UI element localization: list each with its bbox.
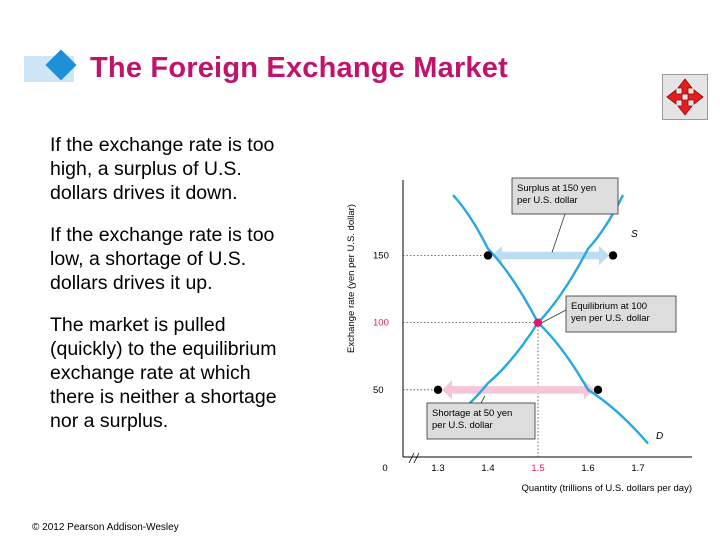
surplus-annotation (511, 177, 619, 215)
x-tick-label: 1.5 (531, 463, 544, 474)
data-point (608, 251, 618, 260)
data-point (593, 385, 603, 395)
shortage-annotation-text: per U.S. dollar (432, 420, 493, 431)
shortage-leader-line (480, 395, 486, 404)
y-tick-label: 100 (373, 318, 389, 329)
y-axis-label: Exchange rate (yen per U.S. dollar) (346, 204, 357, 353)
surplus-arrow (492, 245, 609, 266)
x-tick-label: 0 (382, 463, 387, 474)
bullet-list: If the exchange rate is too high, a surp… (50, 133, 350, 451)
equilibrium-point (533, 318, 543, 327)
equilibrium-annotation-text: Equilibrium at 100 (571, 301, 647, 312)
y-tick-label: 50 (373, 385, 384, 396)
surplus-leader-line (551, 213, 566, 253)
exchange-market-chart: 50 100 150 0 1.3 1.4 1.5 1.6 1.7 Quantity (trilli… (346, 177, 692, 494)
x-axis-label: Quantity (trillions of U.S. dollars per … (521, 483, 692, 494)
shortage-arrow (442, 380, 594, 400)
bullet-text: If the exchange rate is too low, a short… (50, 224, 275, 294)
slide-title: The Foreign Exchange Market (90, 52, 508, 84)
shortage-annotation-text: Shortage at 50 yen (432, 408, 512, 419)
data-point (483, 251, 493, 260)
data-point (433, 385, 443, 395)
copyright-footer: © 2012 Pearson Addison-Wesley (32, 522, 179, 533)
x-tick-label: 1.4 (481, 463, 494, 474)
x-tick-label: 1.7 (631, 463, 644, 474)
supply-curve-label: S (631, 229, 638, 240)
equilibrium-leader-line (541, 309, 567, 324)
y-tick-label: 150 (373, 250, 389, 261)
bullet-text: If the exchange rate is too high, a surp… (50, 134, 275, 204)
demand-curve-label: D (656, 431, 663, 442)
move-arrows-icon[interactable] (662, 74, 708, 120)
bullet-text: The market is pulled (quickly) to the eq… (50, 314, 277, 432)
surplus-annotation-text: per U.S. dollar (517, 195, 578, 206)
equilibrium-annotation (565, 295, 677, 333)
axis-break-mark (408, 452, 420, 464)
surplus-annotation-text: Surplus at 150 yen (517, 183, 596, 194)
equilibrium-annotation-text: yen per U.S. dollar (571, 313, 650, 324)
x-tick-label: 1.3 (431, 463, 444, 474)
x-tick-label: 1.6 (581, 463, 594, 474)
